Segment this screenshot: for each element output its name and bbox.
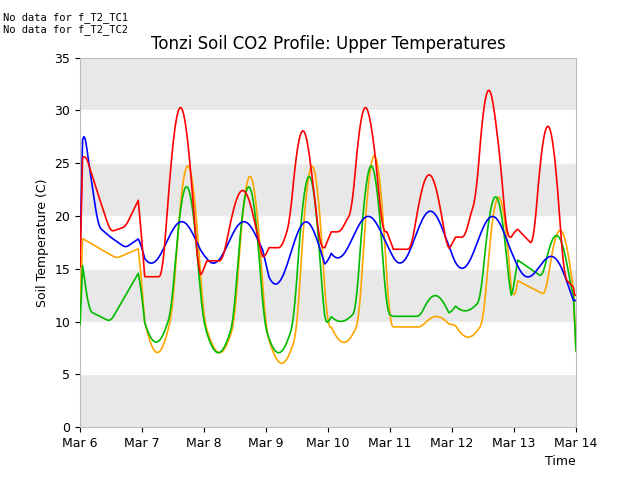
Y-axis label: Soil Temperature (C): Soil Temperature (C) [36, 178, 49, 307]
Bar [80, 374, 576, 427]
Title: Tonzi Soil CO2 Profile: Upper Temperatures: Tonzi Soil CO2 Profile: Upper Temperatur… [150, 35, 506, 53]
Bar [80, 269, 576, 322]
Bar [80, 163, 576, 216]
Bar [80, 58, 576, 110]
X-axis label: Time: Time [545, 456, 576, 468]
Text: No data for f_T2_TC1
No data for f_T2_TC2: No data for f_T2_TC1 No data for f_T2_TC… [3, 12, 128, 36]
